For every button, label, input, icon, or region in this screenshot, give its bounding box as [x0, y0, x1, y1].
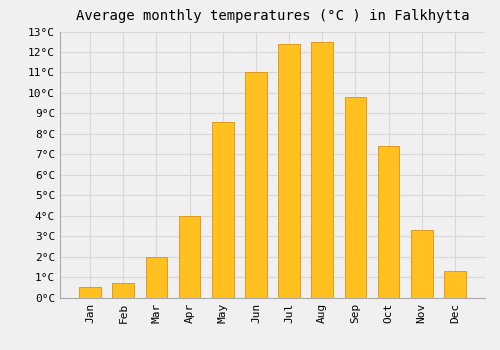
Bar — [378, 146, 400, 298]
Bar — [146, 257, 167, 298]
Bar — [411, 230, 432, 298]
Bar — [80, 287, 101, 298]
Bar — [245, 72, 266, 298]
Bar — [344, 97, 366, 298]
Title: Average monthly temperatures (°C ) in Falkhytta: Average monthly temperatures (°C ) in Fa… — [76, 9, 469, 23]
Bar — [444, 271, 466, 298]
Bar — [212, 121, 234, 298]
Bar — [112, 283, 134, 298]
Bar — [278, 44, 300, 298]
Bar — [312, 42, 333, 298]
Bar — [179, 216, 201, 298]
